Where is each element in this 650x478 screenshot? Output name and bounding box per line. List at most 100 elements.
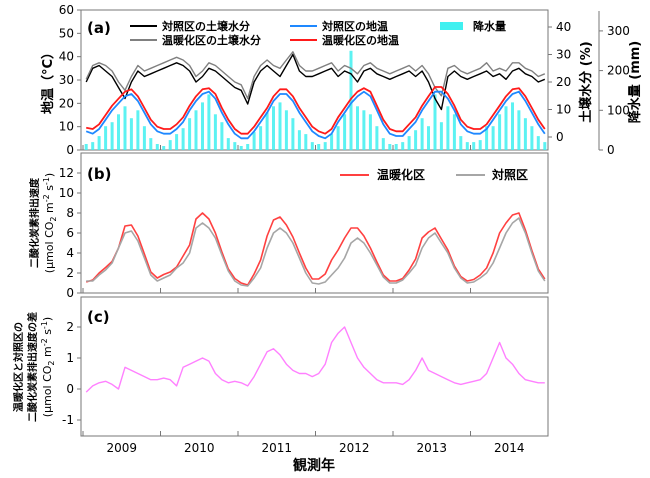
rain-bar <box>220 122 224 150</box>
panel-a-ylabel-left: 地温（°C） <box>40 46 56 114</box>
y-tick-label-temp: 50 <box>59 26 74 40</box>
rain-bar <box>226 138 230 150</box>
y-tick-label-rain: 300 <box>607 24 630 38</box>
rain-bar <box>343 114 347 150</box>
line-control-flux <box>86 217 546 287</box>
rain-bar <box>123 106 127 150</box>
rain-bar <box>433 94 437 150</box>
rain-bar <box>304 134 308 150</box>
unit-text: (μmol CO <box>43 221 56 273</box>
panel-b-ylabel-line2: (μmol CO2 m-2 s-1) <box>42 173 58 273</box>
y-tick-label-flux: 2 <box>66 266 74 280</box>
line-flux-difference <box>85 326 545 393</box>
y-tick-label-rain: 200 <box>607 64 630 78</box>
legend-label-control-temp: 対照区の地温 <box>321 19 388 33</box>
panel-c-ylabel-line0: 温暖化区と対照区の <box>12 322 25 412</box>
rain-bar <box>317 144 321 150</box>
rain-bar <box>336 126 340 150</box>
rain-bar <box>233 142 237 150</box>
rain-bar <box>459 136 463 150</box>
rain-bar <box>375 126 379 150</box>
x-tick-label-year: 2013 <box>416 441 447 455</box>
rain-bar <box>278 102 282 150</box>
rain-bar <box>272 106 275 150</box>
panel-a-ylabel-right2: 降水量 (mm) <box>627 41 643 124</box>
rain-bar <box>252 132 256 150</box>
rain-bar <box>530 126 534 150</box>
panel-b-ylabel-line1: 二酸化炭素排出速度 <box>28 177 41 268</box>
rain-bar <box>91 142 95 150</box>
panel-c-ylabel-line1: 二酸化炭素排出速度の差 <box>26 312 39 422</box>
rain-bar <box>142 126 146 150</box>
rain-bar <box>194 110 198 150</box>
rain-bar <box>517 110 521 150</box>
unit-text: (μmol CO <box>41 365 54 417</box>
rain-bar <box>478 140 482 150</box>
line-warming-flux <box>85 212 546 286</box>
panel-c-ylabel-line2: (μmol CO2 m-2 s-1) <box>40 317 56 417</box>
y-tick-label-flux: 8 <box>66 206 74 220</box>
rain-bar <box>504 106 508 150</box>
panel-a-label: (a) <box>87 19 111 37</box>
unit-sup: -1 <box>42 177 51 185</box>
unit-sub: 2 <box>49 216 58 221</box>
rain-bar <box>498 114 502 150</box>
y-tick-label-flux: 0 <box>66 286 74 300</box>
y-tick-label-flux: 4 <box>66 246 74 260</box>
rain-bar <box>388 144 392 150</box>
y-tick-label-diff: 1 <box>66 351 74 365</box>
y-tick-label-diff: -1 <box>62 413 74 427</box>
rain-bar <box>246 144 250 150</box>
rain-bar <box>168 140 172 150</box>
x-axis-title: 観測年 <box>293 457 335 474</box>
rain-bar <box>201 102 204 150</box>
rain-bar <box>213 114 217 150</box>
x-tick-label-year: 2012 <box>339 441 370 455</box>
y-tick-label-flux: 12 <box>59 166 74 180</box>
rain-bar <box>239 146 243 150</box>
rain-bar <box>110 122 114 150</box>
x-tick-label-year: 2010 <box>184 441 215 455</box>
x-tick-label-year: 2011 <box>261 441 292 455</box>
y-tick-label-moisture: 10 <box>556 103 571 117</box>
rain-bar <box>536 136 540 150</box>
rain-bar <box>439 122 443 150</box>
rain-bar <box>401 142 405 150</box>
y-tick-label-temp: 20 <box>59 96 74 110</box>
line-warming-temp <box>86 86 546 135</box>
y-tick-label-flux: 10 <box>59 186 74 200</box>
rain-bar <box>175 134 179 150</box>
rain-bar <box>485 126 489 150</box>
rain-bar <box>446 106 450 150</box>
unit-text: s <box>43 185 56 194</box>
rain-bar <box>472 142 476 150</box>
y-tick-label-diff: 0 <box>66 382 74 396</box>
unit-sub: 2 <box>47 360 56 365</box>
rain-bar <box>511 102 514 150</box>
y-tick-label-temp: 10 <box>59 120 74 134</box>
y-tick-label-moisture: 0 <box>556 130 564 144</box>
y-tick-label-temp: 30 <box>59 73 74 87</box>
unit-sup: -2 <box>42 194 51 202</box>
rain-bar <box>330 134 334 150</box>
rain-bar <box>265 112 269 150</box>
legend-label-rain: 降水量 <box>473 19 506 33</box>
legend-label-control-moisture: 対照区の土壌水分 <box>161 19 250 33</box>
y-tick-label-moisture: 20 <box>556 75 571 89</box>
rain-bar <box>381 138 385 150</box>
rain-bar <box>297 130 301 150</box>
rain-bar <box>149 138 153 150</box>
rain-bar <box>104 126 108 150</box>
rain-bar <box>362 110 366 150</box>
y-tick-label-rain: 100 <box>607 103 630 117</box>
panel-c-label: (c) <box>87 308 110 326</box>
rain-bar <box>129 118 133 150</box>
rain-bar <box>394 144 398 150</box>
rain-bar <box>407 136 411 150</box>
rain-bar <box>136 110 140 150</box>
rain-bar <box>181 128 185 150</box>
rain-bar <box>155 144 159 150</box>
rain-bar <box>162 146 166 150</box>
panel-b-frame <box>80 152 549 294</box>
